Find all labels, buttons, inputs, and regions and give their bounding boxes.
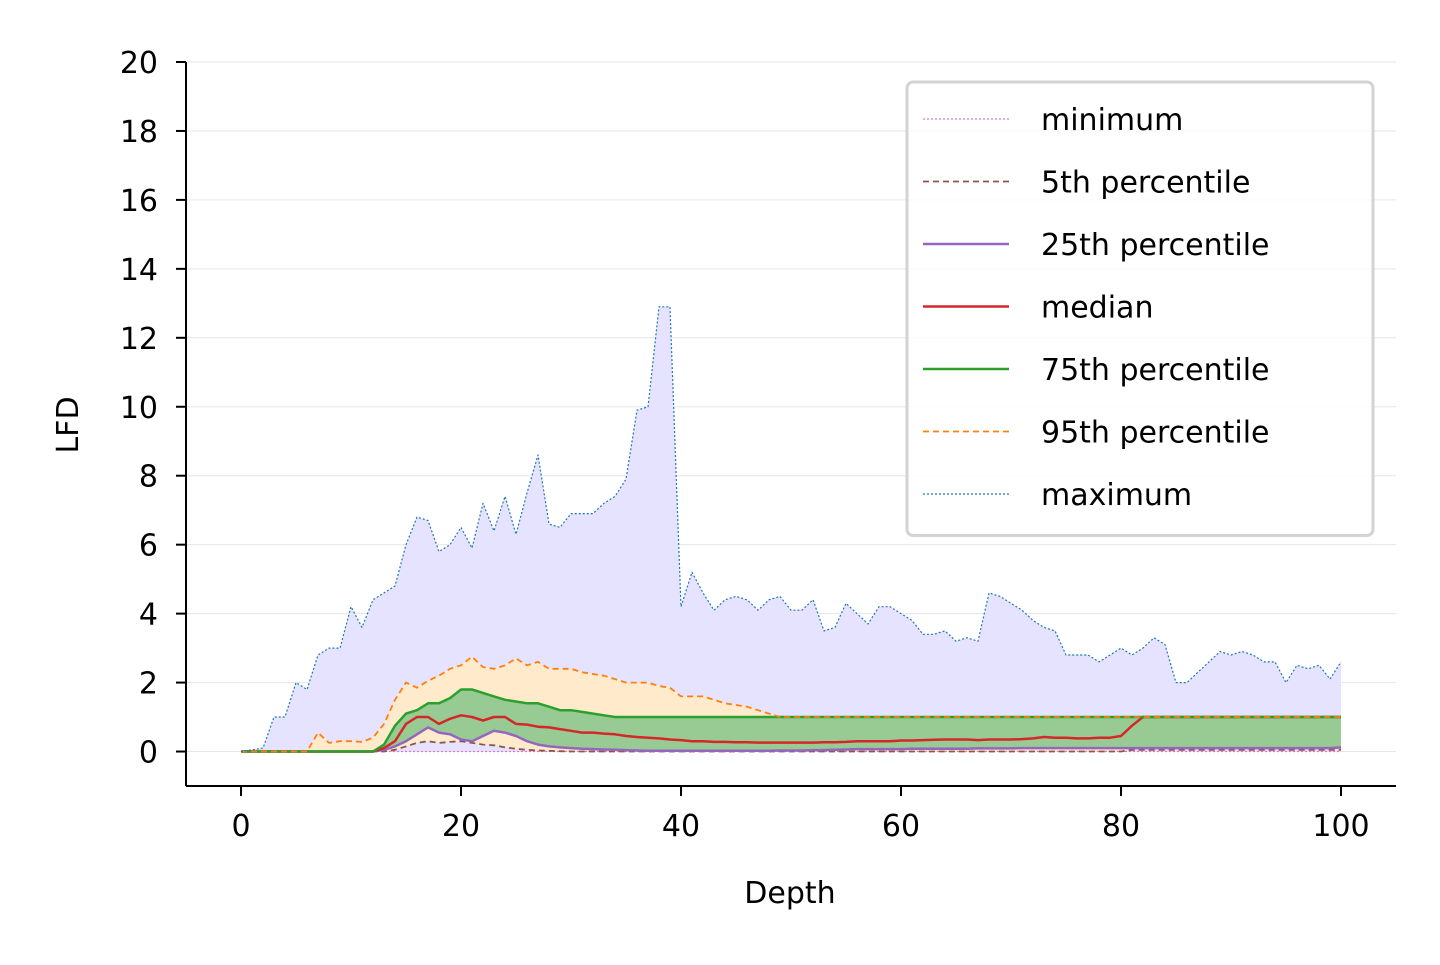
legend-label: median	[1041, 291, 1153, 326]
legend-label: 25th percentile	[1041, 228, 1270, 263]
legend-label: maximum	[1041, 478, 1192, 513]
x-tick-label: 40	[662, 809, 700, 844]
x-tick-label: 80	[1102, 809, 1140, 844]
y-tick-label: 12	[120, 322, 158, 357]
x-tick-label: 60	[882, 809, 920, 844]
y-tick-label: 20	[120, 46, 158, 81]
axes: 0 2 4 6 8 10 12 14 16 18 20 0 20 40 60 80 100	[120, 46, 1396, 844]
x-tick-label: 20	[442, 809, 480, 844]
y-axis-title: LFD	[51, 396, 86, 453]
legend-label: 5th percentile	[1041, 166, 1250, 201]
legend-label: minimum	[1041, 103, 1183, 138]
y-tick-label: 14	[120, 253, 158, 288]
series-line	[241, 655, 1341, 753]
legend-label: 75th percentile	[1041, 353, 1270, 388]
legend-box	[905, 80, 1375, 537]
x-axis-title: Depth	[744, 876, 835, 911]
y-tick-label: 18	[120, 115, 158, 150]
x-tick-label: 100	[1312, 809, 1369, 844]
x-tick-label: 0	[231, 809, 250, 844]
y-tick-label: 8	[139, 460, 158, 495]
band-fill	[241, 306, 1341, 752]
legend: minimum 5th percentile 25th percentile med…	[905, 80, 1375, 537]
y-tick-label: 4	[139, 598, 158, 633]
y-tick-label: 2	[139, 667, 158, 702]
series-line	[241, 726, 1342, 753]
series-lines	[240, 306, 1342, 753]
y-tick-label: 16	[120, 184, 158, 219]
series-line	[240, 306, 1342, 753]
legend-label: 95th percentile	[1041, 416, 1270, 451]
y-tick-label: 10	[120, 391, 158, 426]
y-tick-label: 0	[139, 736, 158, 771]
y-tick-label: 6	[139, 529, 158, 564]
